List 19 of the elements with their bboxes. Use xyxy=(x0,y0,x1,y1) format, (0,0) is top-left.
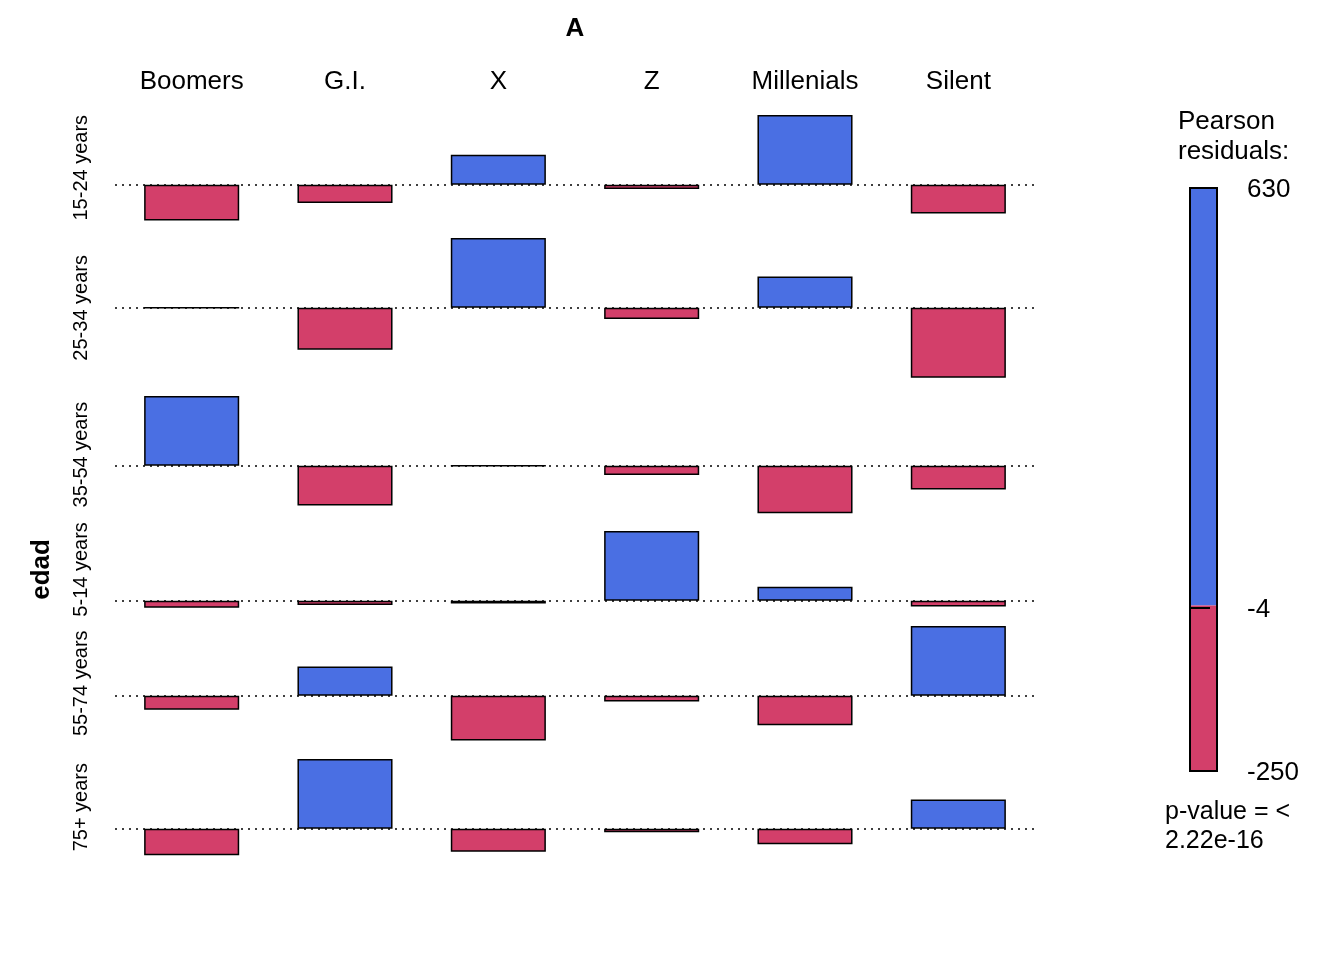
y-axis-title: 35-54 years xyxy=(69,401,91,508)
y-axis-title: 25-34 years xyxy=(69,255,91,362)
color-bar-label: -250 xyxy=(1247,756,1300,786)
x-axis-title: A xyxy=(565,12,585,42)
x-tick-label: Z xyxy=(643,65,660,95)
text: edad xyxy=(25,539,55,601)
x-tick-label: Millenials xyxy=(751,65,859,95)
text: p-value = < 2.22e-16 xyxy=(1165,795,1298,853)
x-tick-label: X xyxy=(489,65,508,95)
y-axis-title: 15-24 years xyxy=(69,114,91,221)
y-axis-title: 75+ years xyxy=(69,762,91,852)
y-axis-title: 5-14 years xyxy=(69,522,91,617)
color-bar-title: Pearson residuals: xyxy=(1178,105,1290,165)
x-tick-label: Boomers xyxy=(139,65,244,95)
y-axis-title: 55-74 years xyxy=(69,630,91,737)
x-tick-label: Silent xyxy=(925,65,992,95)
x-tick-label: G.I. xyxy=(324,65,366,95)
color-bar-label: -4 xyxy=(1247,593,1271,624)
color-bar-label: 630 xyxy=(1247,173,1291,203)
